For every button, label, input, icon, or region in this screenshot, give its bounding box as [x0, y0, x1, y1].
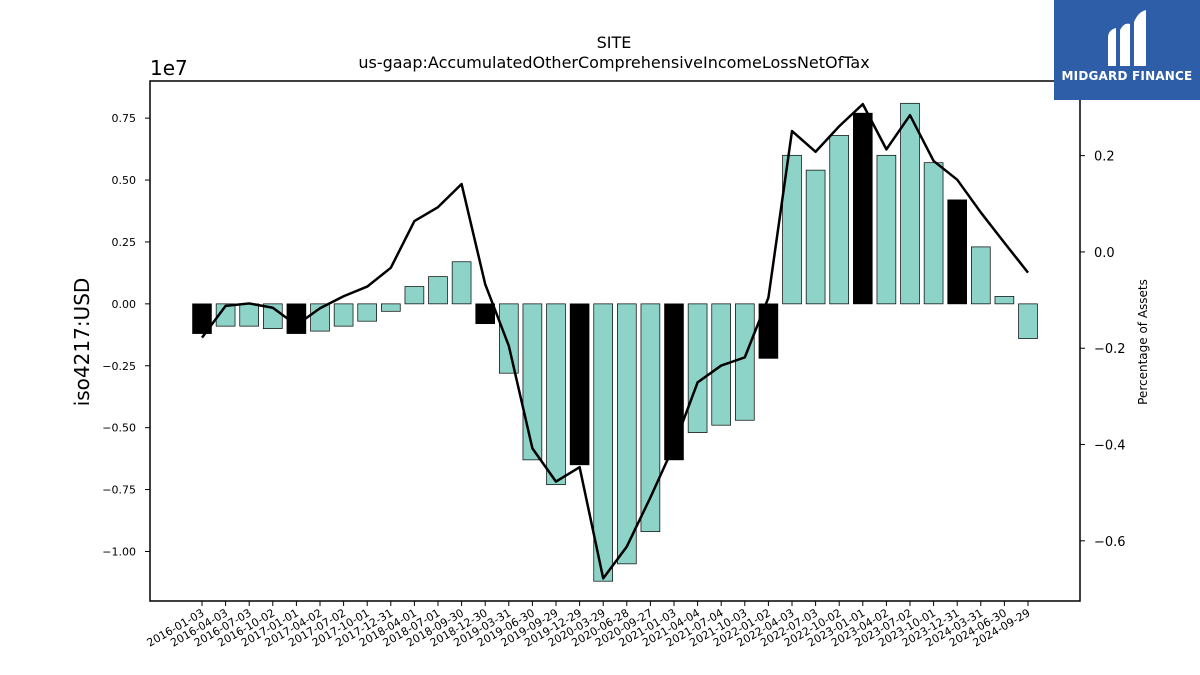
- bar: [782, 154, 802, 305]
- y-tick-label: 0.25: [112, 236, 137, 249]
- y-scale-label: 1e7: [150, 56, 188, 80]
- bar: [971, 246, 991, 305]
- brand-logo: MIDGARD FINANCE: [1054, 0, 1200, 100]
- y2-axis-ticks: −0.6 −0.4 −0.2 0.0 0.2: [1080, 150, 1126, 550]
- bar: [215, 303, 236, 327]
- y-tick-label: −1.00: [102, 545, 136, 558]
- bar: [664, 303, 684, 461]
- bar: [853, 112, 873, 305]
- line-series: [200, 102, 1029, 580]
- bar: [357, 303, 377, 322]
- bar: [1018, 303, 1038, 339]
- bar: [687, 303, 708, 433]
- bar: [333, 303, 354, 327]
- bar: [829, 135, 849, 305]
- bar: [593, 303, 613, 582]
- bar: [569, 303, 590, 466]
- logo-text: MIDGARD FINANCE: [1061, 69, 1193, 83]
- x-axis-ticks: 2016-01-032016-04-032016-07-032016-10-02…: [145, 601, 1033, 650]
- bar: [947, 199, 967, 305]
- y-tick-label: 0.75: [112, 112, 137, 125]
- y2-axis-label: Percentage of Assets: [1136, 279, 1150, 405]
- bar: [239, 303, 259, 327]
- bar: [758, 303, 779, 359]
- y2-tick-label: 0.0: [1094, 246, 1115, 261]
- bar: [381, 303, 401, 312]
- y2-tick-label: 0.2: [1094, 150, 1115, 165]
- bar: [735, 303, 755, 421]
- bar: [900, 102, 920, 305]
- bar: [640, 303, 661, 533]
- bar: [522, 303, 543, 461]
- y2-tick-label: −0.6: [1094, 535, 1126, 550]
- y-tick-label: −0.25: [102, 360, 136, 373]
- y2-tick-label: −0.2: [1094, 342, 1126, 357]
- bar: [617, 303, 637, 565]
- bar: [404, 286, 425, 305]
- y-axis-ticks: −1.00 −0.75 −0.50 −0.25 0.00 0.25 0.50 0.75: [102, 112, 150, 558]
- bar: [923, 162, 944, 305]
- bar: [546, 303, 566, 485]
- bar: [805, 169, 826, 305]
- y-tick-label: 0.50: [112, 174, 137, 187]
- y-tick-label: −0.50: [102, 422, 136, 435]
- bar: [499, 303, 519, 374]
- midgard-logo-icon: [1108, 10, 1146, 67]
- bar: [192, 303, 212, 334]
- percentage-line: [200, 102, 1029, 580]
- y-tick-label: −0.75: [102, 484, 136, 497]
- bar: [428, 276, 448, 305]
- bar: [876, 154, 897, 305]
- chart-subtitle: us-gaap:AccumulatedOtherComprehensiveInc…: [358, 53, 869, 72]
- y2-tick-label: −0.4: [1094, 439, 1126, 454]
- bar-series: [192, 102, 1038, 582]
- bar: [451, 261, 472, 305]
- bar: [475, 303, 495, 325]
- plot-frame: [149, 80, 1081, 602]
- y-axis-label: iso4217:USD: [70, 278, 94, 407]
- bar: [994, 296, 1015, 305]
- y-tick-label: 0.00: [112, 298, 137, 311]
- chart-title: SITE: [597, 33, 632, 52]
